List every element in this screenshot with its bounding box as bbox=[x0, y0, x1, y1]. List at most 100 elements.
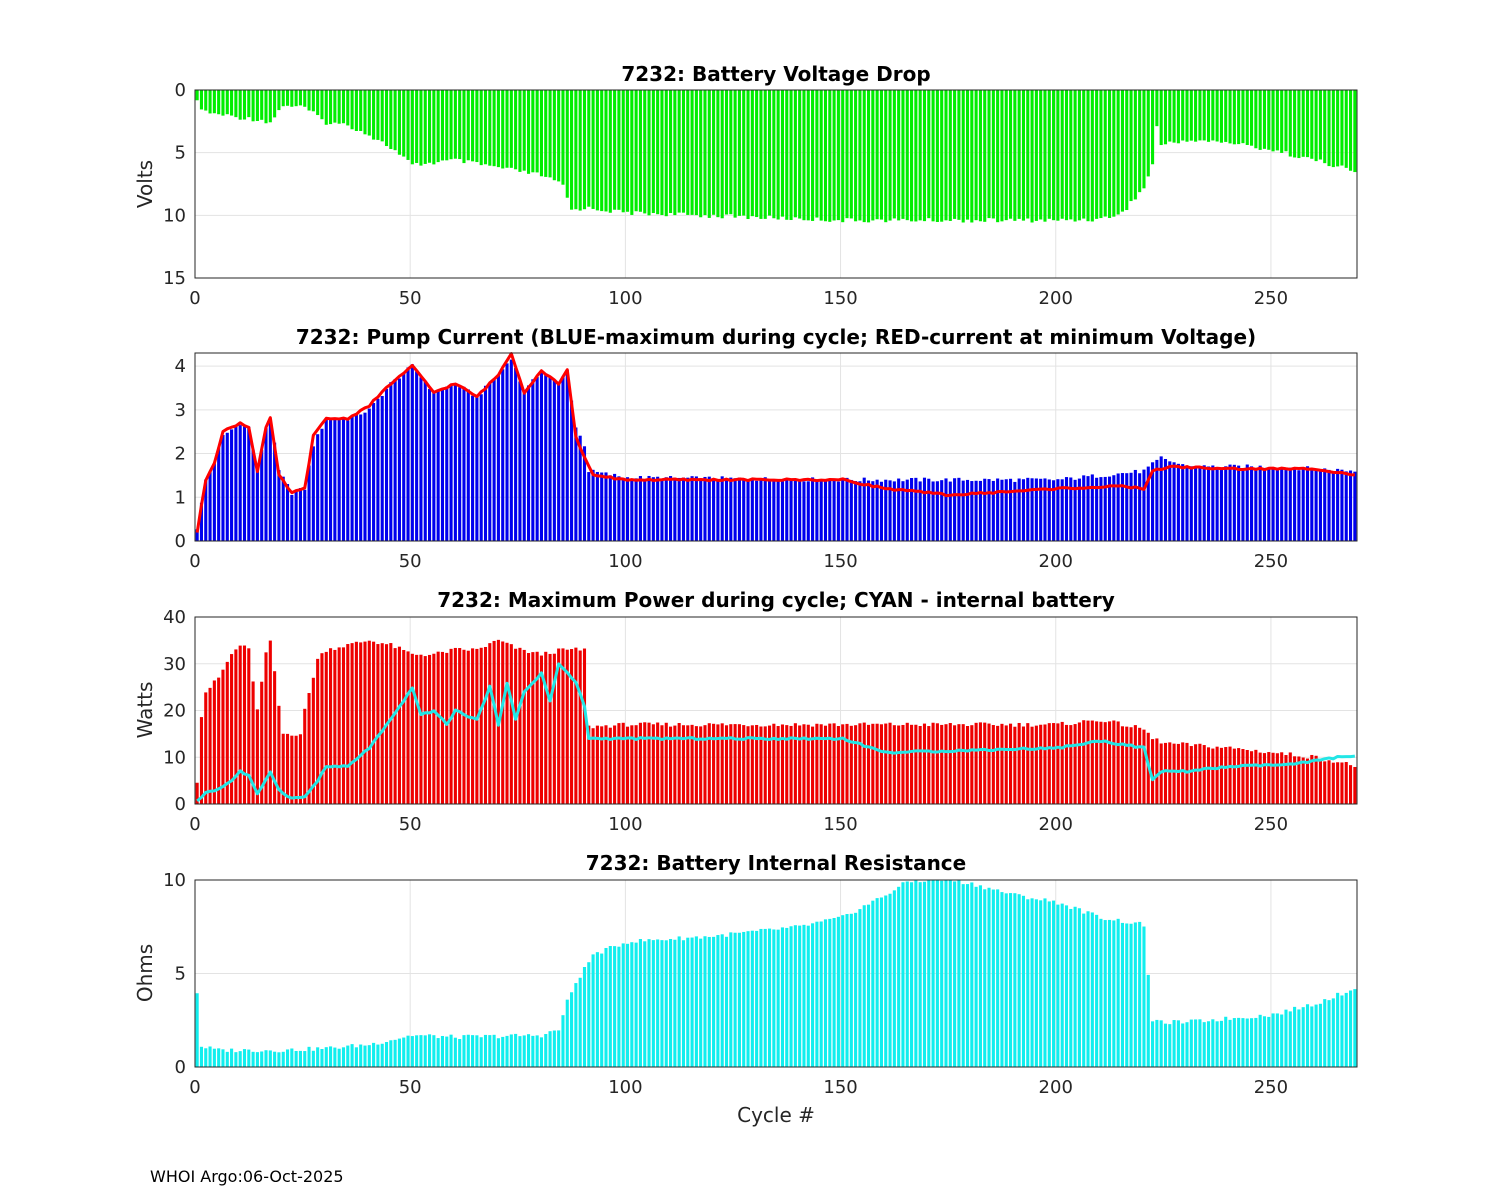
bar bbox=[776, 90, 780, 220]
bar bbox=[600, 953, 604, 1067]
bar bbox=[849, 913, 853, 1067]
bar bbox=[1056, 479, 1060, 541]
bar bbox=[905, 722, 909, 804]
bar bbox=[866, 724, 871, 804]
bar bbox=[1349, 765, 1353, 804]
bar bbox=[1254, 1017, 1258, 1067]
bar bbox=[1168, 742, 1172, 804]
line-pump-min-voltage bbox=[195, 352, 1355, 533]
bar bbox=[281, 1051, 285, 1067]
bar bbox=[1142, 90, 1146, 189]
bar bbox=[208, 1046, 212, 1067]
bar bbox=[1297, 470, 1301, 541]
bar bbox=[552, 379, 556, 541]
bar bbox=[1288, 467, 1292, 541]
bar bbox=[681, 940, 686, 1067]
bar bbox=[251, 90, 255, 122]
bar bbox=[1228, 1019, 1232, 1067]
x-tick-label: 0 bbox=[189, 1077, 200, 1098]
bar bbox=[264, 427, 268, 541]
bar bbox=[277, 470, 281, 541]
y-tick-label: 0 bbox=[175, 531, 186, 552]
bar bbox=[1013, 90, 1017, 221]
bar bbox=[578, 977, 582, 1067]
bar bbox=[1215, 1021, 1219, 1067]
bar bbox=[367, 408, 371, 541]
bar bbox=[638, 476, 642, 541]
bar bbox=[1202, 90, 1206, 141]
y-ticks-voltage: 0 5 10 15 bbox=[163, 80, 186, 289]
bar bbox=[595, 952, 599, 1067]
bar bbox=[509, 1034, 513, 1067]
bar bbox=[591, 90, 595, 209]
bar bbox=[548, 90, 552, 178]
bar bbox=[634, 942, 638, 1067]
bar bbox=[225, 432, 229, 541]
bar bbox=[1060, 721, 1064, 804]
bar bbox=[195, 782, 199, 804]
bar bbox=[217, 1048, 221, 1067]
bar bbox=[604, 90, 608, 212]
bar bbox=[230, 1048, 234, 1067]
bar bbox=[548, 377, 552, 541]
bar bbox=[1349, 990, 1353, 1067]
bar bbox=[1151, 739, 1155, 804]
bar bbox=[1275, 468, 1279, 541]
bar bbox=[957, 477, 961, 541]
bar bbox=[1305, 90, 1310, 158]
bar bbox=[552, 90, 556, 181]
bar bbox=[931, 481, 935, 541]
bar bbox=[940, 724, 944, 804]
bar bbox=[785, 90, 789, 220]
bar bbox=[1262, 90, 1267, 149]
bar bbox=[217, 90, 221, 115]
bar bbox=[1189, 90, 1193, 141]
bar bbox=[1181, 742, 1185, 804]
bar bbox=[914, 477, 918, 541]
bar bbox=[690, 724, 694, 804]
bar bbox=[234, 90, 238, 118]
bar bbox=[720, 90, 724, 219]
bar bbox=[1052, 480, 1056, 541]
panel-internal-resistance: 7232: Battery Internal Resistance 0 50 1… bbox=[133, 851, 1358, 1127]
bar bbox=[1310, 90, 1314, 159]
bar bbox=[428, 654, 432, 804]
bar bbox=[329, 418, 333, 541]
bar bbox=[1254, 749, 1258, 804]
x-tick-label: 0 bbox=[189, 551, 200, 572]
bar bbox=[836, 90, 840, 221]
bar bbox=[1250, 90, 1254, 146]
bar bbox=[204, 90, 208, 111]
bar bbox=[419, 1035, 423, 1067]
bar bbox=[1073, 479, 1077, 541]
bar bbox=[901, 882, 905, 1067]
bar bbox=[996, 725, 1000, 804]
bar bbox=[1293, 1006, 1297, 1067]
bar bbox=[720, 723, 724, 804]
bar bbox=[518, 647, 522, 804]
bar bbox=[841, 480, 845, 541]
bar bbox=[854, 481, 858, 541]
bar bbox=[742, 725, 746, 804]
bar bbox=[410, 90, 414, 165]
bar bbox=[458, 648, 462, 804]
bar bbox=[798, 925, 802, 1067]
bar bbox=[884, 895, 888, 1067]
bar bbox=[238, 425, 242, 541]
bar bbox=[1047, 723, 1051, 804]
bar bbox=[483, 385, 488, 541]
bar bbox=[793, 925, 797, 1067]
bar bbox=[772, 480, 776, 541]
bar bbox=[875, 723, 879, 804]
bar bbox=[363, 412, 367, 541]
bar bbox=[978, 722, 982, 804]
bar bbox=[466, 650, 470, 804]
bar bbox=[1194, 744, 1198, 804]
bar bbox=[686, 725, 690, 804]
bar bbox=[768, 90, 772, 216]
bar bbox=[819, 480, 823, 541]
bar bbox=[432, 653, 436, 804]
panel-maximum-power: 7232: Maximum Power during cycle; CYAN -… bbox=[133, 588, 1358, 835]
bar bbox=[544, 1034, 548, 1067]
bar bbox=[755, 480, 759, 541]
